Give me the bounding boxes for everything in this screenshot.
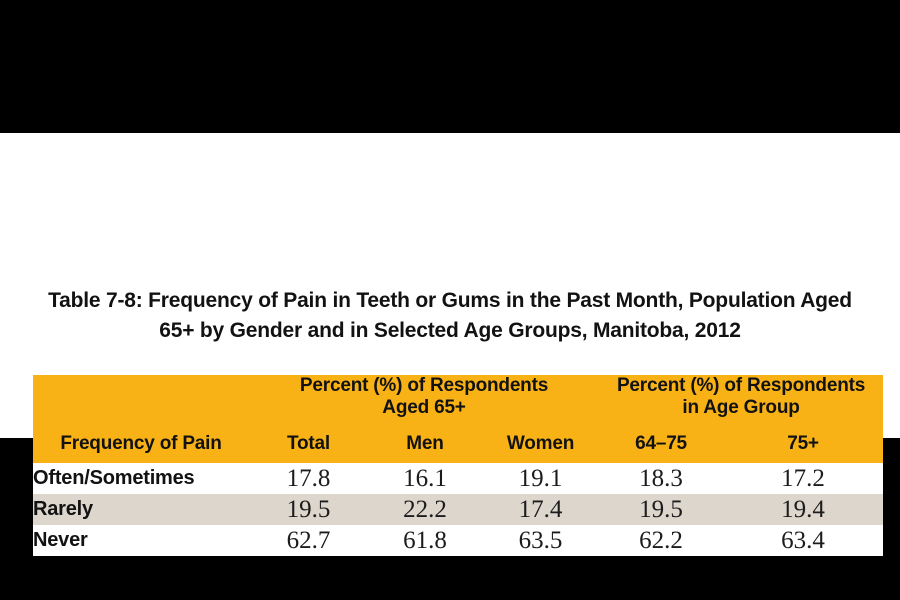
column-header-frequency-of-pain: Frequency of Pain bbox=[33, 425, 249, 463]
cell-75plus: 19.4 bbox=[723, 494, 884, 525]
table-title-line2: 65+ by Gender and in Selected Age Groups… bbox=[159, 319, 741, 342]
table-header: Percent (%) of Respondents Aged 65+ Perc… bbox=[33, 375, 884, 463]
data-table: Percent (%) of Respondents Aged 65+ Perc… bbox=[33, 375, 884, 556]
column-header-75plus: 75+ bbox=[723, 425, 884, 463]
column-header-women: Women bbox=[482, 425, 600, 463]
group-header-aged-65plus-line1: Percent (%) of Respondents bbox=[299, 375, 549, 396]
cell-64-75: 18.3 bbox=[599, 463, 724, 494]
cell-64-75: 19.5 bbox=[599, 494, 724, 525]
group-header-age-group: Percent (%) of Respondents in Age Group bbox=[599, 375, 884, 425]
cell-women: 17.4 bbox=[482, 494, 600, 525]
group-header-age-group-line1: Percent (%) of Respondents bbox=[616, 375, 866, 396]
cell-total: 62.7 bbox=[249, 525, 368, 556]
cell-64-75: 62.2 bbox=[599, 525, 724, 556]
cell-men: 16.1 bbox=[368, 463, 482, 494]
group-header-age-group-line2: in Age Group bbox=[682, 397, 800, 418]
row-label: Rarely bbox=[33, 494, 249, 525]
cell-women: 63.5 bbox=[482, 525, 600, 556]
cell-75plus: 63.4 bbox=[723, 525, 884, 556]
table-title: Table 7-8: Frequency of Pain in Teeth or… bbox=[0, 286, 900, 346]
row-label: Never bbox=[33, 525, 249, 556]
table-row-rarely: Rarely 19.5 22.2 17.4 19.5 19.4 bbox=[33, 494, 884, 525]
cell-total: 19.5 bbox=[249, 494, 368, 525]
cell-75plus: 17.2 bbox=[723, 463, 884, 494]
column-header-row: Frequency of Pain Total Men Women 64–75 … bbox=[33, 425, 884, 463]
cell-men: 61.8 bbox=[368, 525, 482, 556]
table-body: Often/Sometimes 17.8 16.1 19.1 18.3 17.2… bbox=[33, 463, 884, 556]
group-header-spacer bbox=[33, 375, 249, 425]
column-header-64-75: 64–75 bbox=[599, 425, 724, 463]
group-header-aged-65plus-line2: Aged 65+ bbox=[382, 397, 466, 418]
cell-total: 17.8 bbox=[249, 463, 368, 494]
group-header-row: Percent (%) of Respondents Aged 65+ Perc… bbox=[33, 375, 884, 425]
cell-men: 22.2 bbox=[368, 494, 482, 525]
row-label: Often/Sometimes bbox=[33, 463, 249, 494]
table-row-never: Never 62.7 61.8 63.5 62.2 63.4 bbox=[33, 525, 884, 556]
column-header-men: Men bbox=[368, 425, 482, 463]
table-row-often-sometimes: Often/Sometimes 17.8 16.1 19.1 18.3 17.2 bbox=[33, 463, 884, 494]
table-title-line1: Table 7-8: Frequency of Pain in Teeth or… bbox=[48, 289, 852, 312]
group-header-aged-65plus: Percent (%) of Respondents Aged 65+ bbox=[249, 375, 600, 425]
column-header-total: Total bbox=[249, 425, 368, 463]
cell-women: 19.1 bbox=[482, 463, 600, 494]
content-area: Table 7-8: Frequency of Pain in Teeth or… bbox=[0, 133, 900, 556]
